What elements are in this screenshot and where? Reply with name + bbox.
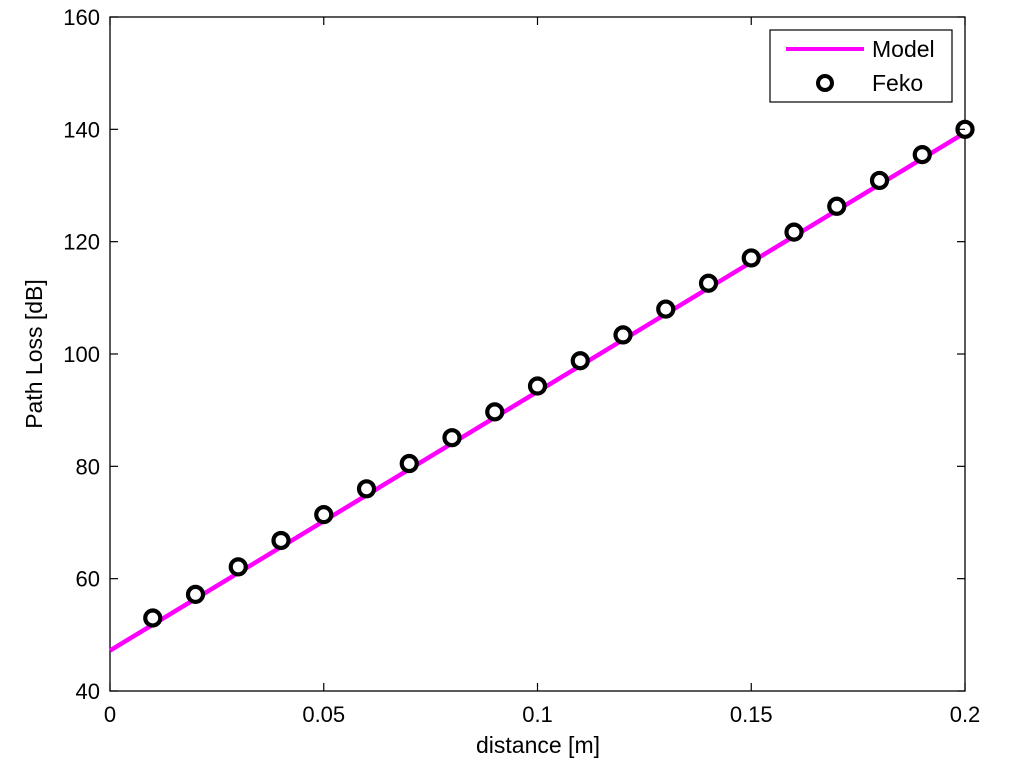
x-tick-label: 0.1 — [522, 702, 553, 727]
legend-box — [769, 29, 953, 103]
feko-point — [698, 273, 719, 293]
y-tick-label: 40 — [76, 679, 100, 704]
y-tick-label: 60 — [76, 567, 100, 592]
y-tick-label: 160 — [63, 5, 100, 30]
feko-point — [527, 376, 548, 396]
feko-point — [314, 505, 334, 525]
x-tick-label: 0.05 — [302, 702, 345, 727]
feko-point — [485, 402, 505, 422]
plot-border — [109, 16, 966, 692]
y-tick-label: 80 — [76, 454, 100, 479]
feko-point — [356, 479, 377, 499]
legend-feko-marker — [816, 74, 834, 92]
x-tick-label: 0 — [104, 702, 116, 727]
feko-point — [399, 453, 419, 474]
feko-point — [741, 248, 761, 268]
feko-series — [143, 119, 975, 628]
feko-point — [784, 222, 804, 242]
axis-ticks: 0 0.05 0.1 0.15 0.2 40 60 80 100 120 140 160 — [63, 5, 980, 727]
y-tick-label: 100 — [63, 342, 100, 367]
feko-point — [271, 530, 291, 551]
y-tick-label: 120 — [63, 230, 100, 255]
feko-point — [656, 299, 676, 319]
feko-point — [570, 351, 590, 371]
x-axis-label: distance [m] — [476, 732, 600, 758]
feko-point — [185, 584, 206, 604]
legend-model-label: Model — [872, 36, 935, 62]
x-tick-label: 0.2 — [950, 702, 981, 727]
feko-point — [143, 608, 163, 628]
y-tick-label: 140 — [63, 117, 100, 142]
plot-area — [109, 16, 966, 692]
feko-point — [442, 428, 462, 448]
y-axis-label: Path Loss [dB] — [21, 279, 47, 429]
legend: Model Feko — [769, 29, 953, 103]
legend-feko-label: Feko — [872, 70, 923, 96]
feko-point — [869, 170, 890, 191]
feko-point — [827, 196, 847, 216]
feko-point — [912, 145, 932, 165]
x-tick-label: 0.15 — [730, 702, 773, 727]
feko-point — [613, 325, 633, 345]
feko-point — [228, 557, 248, 577]
